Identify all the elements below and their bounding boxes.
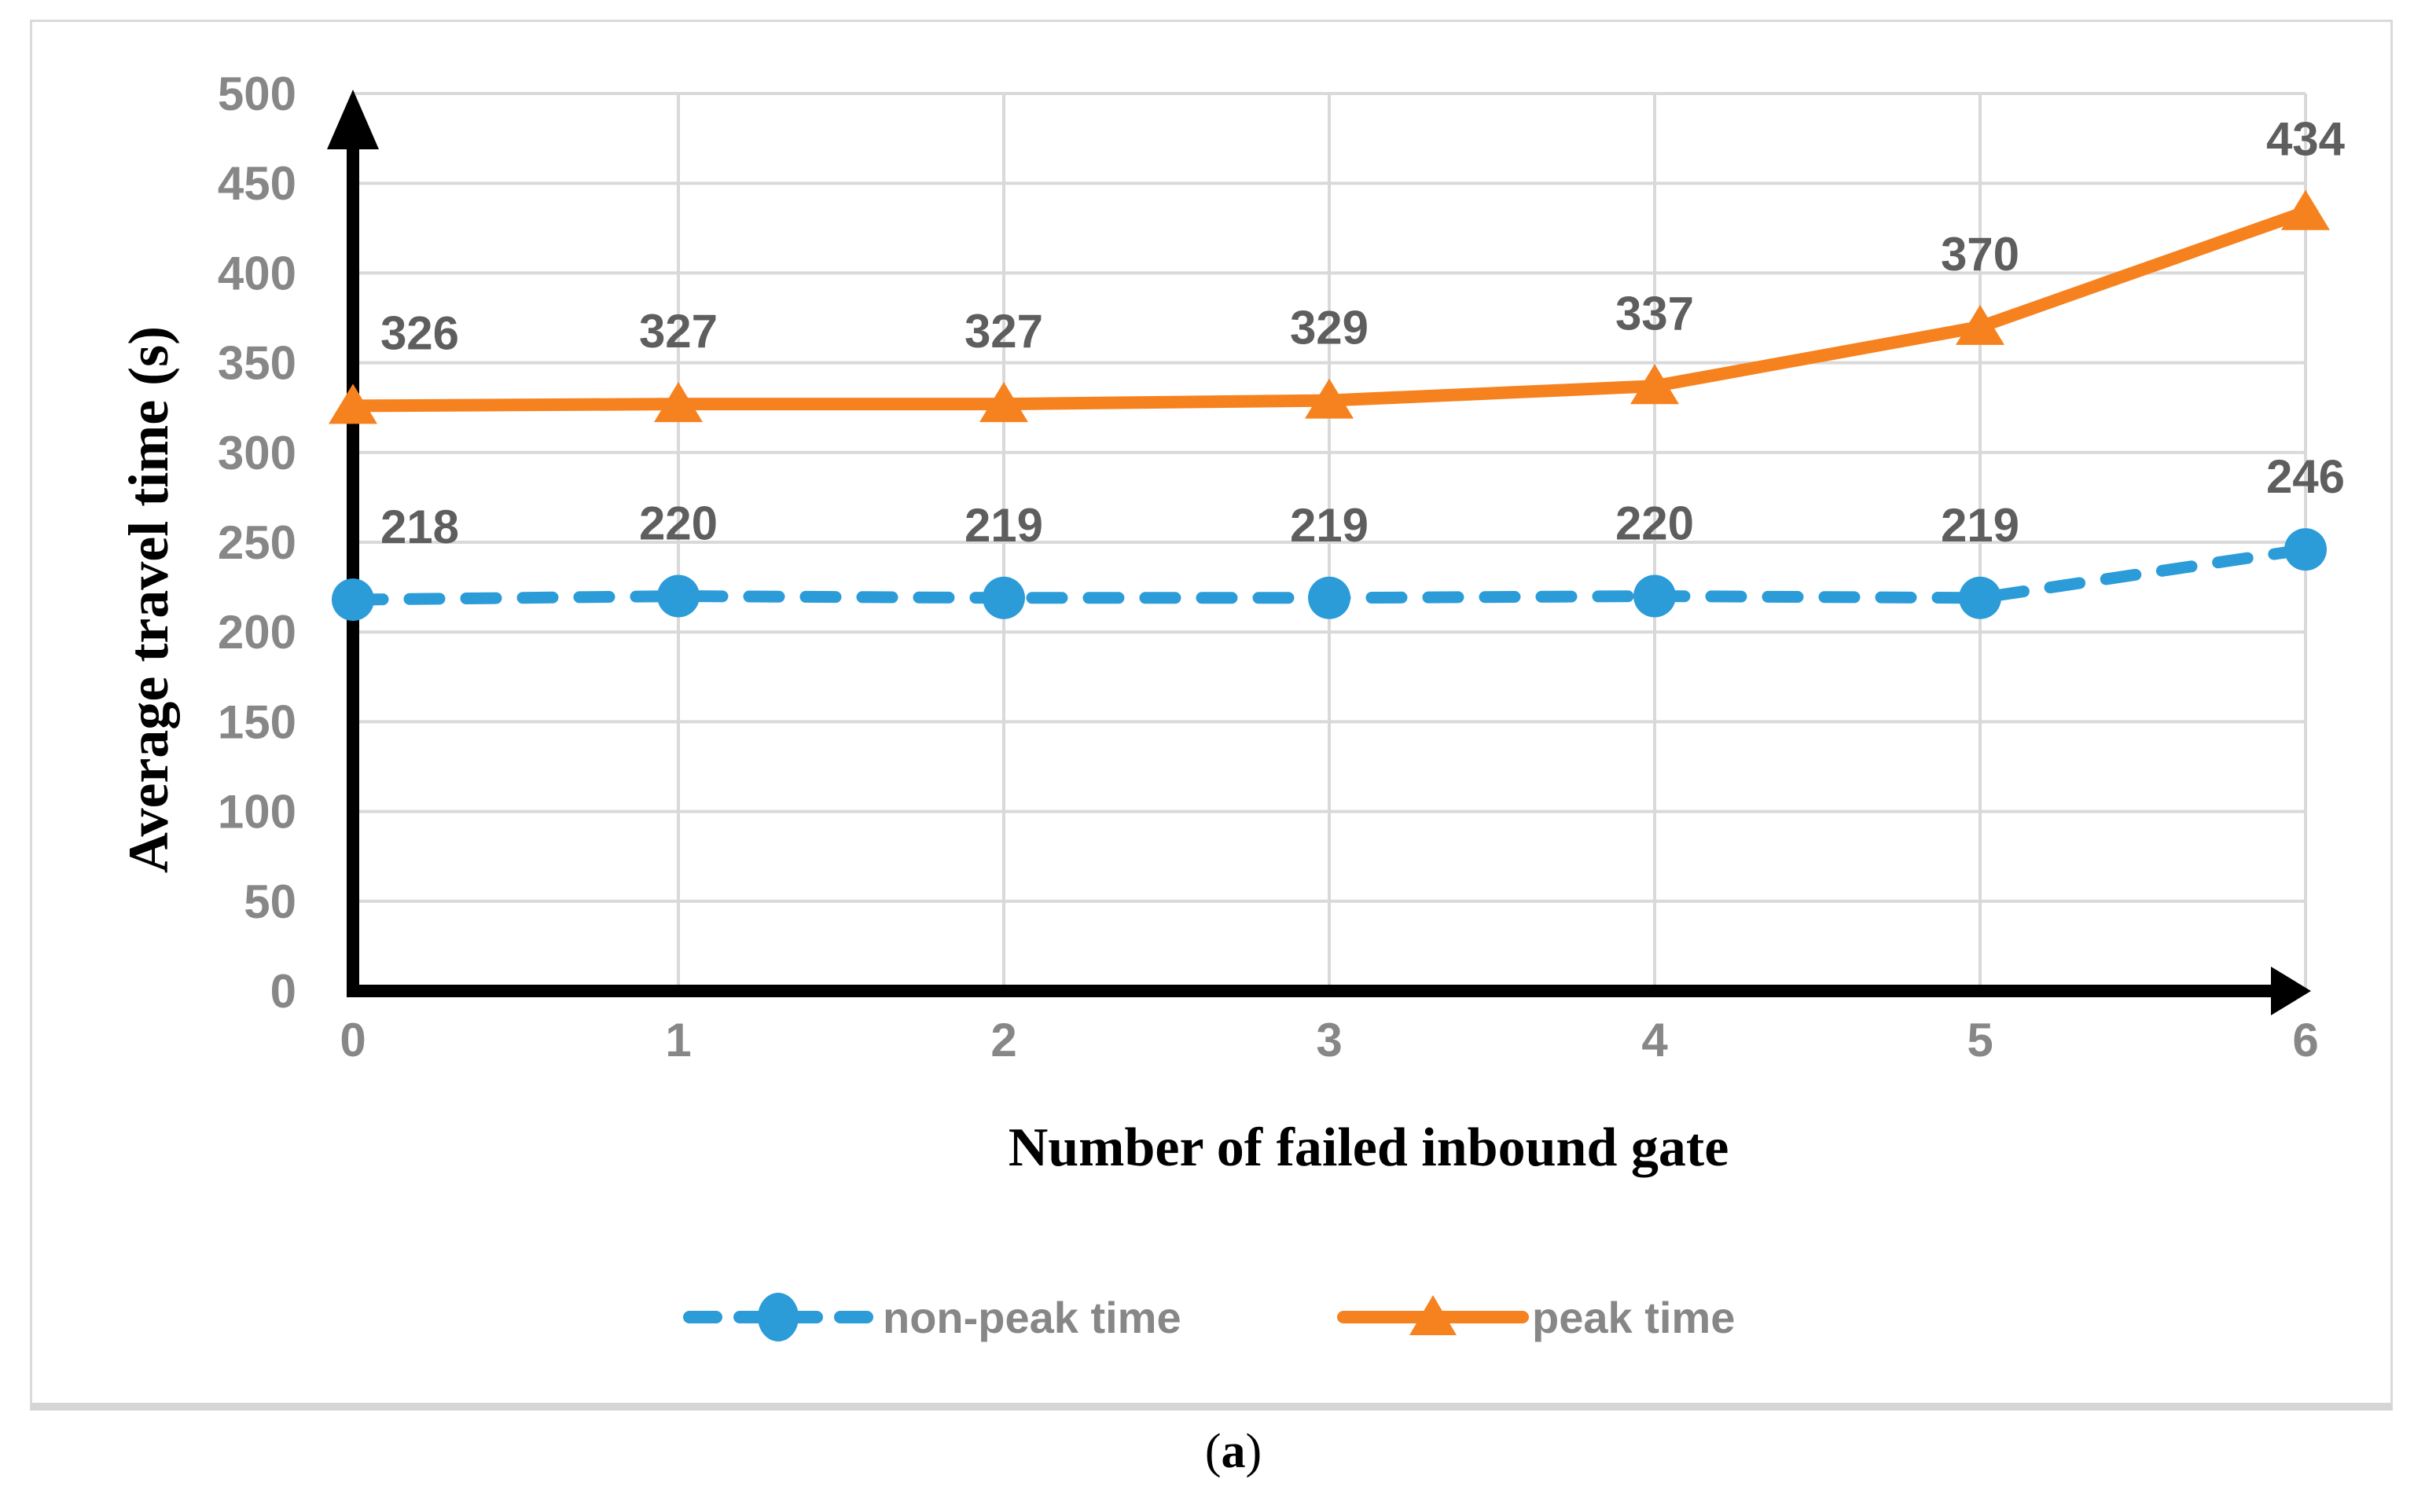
data-label-peak-time: 337 xyxy=(1615,287,1694,339)
marker-triangle-peak-time xyxy=(979,382,1028,423)
y-tick-label: 300 xyxy=(218,427,296,479)
y-tick-label: 350 xyxy=(218,337,296,390)
legend-label-peak-time: peak time xyxy=(1532,1293,1735,1342)
y-axis-title: Average travel time (s) xyxy=(117,326,180,873)
y-tick-label: 100 xyxy=(218,786,296,839)
marker-triangle-peak-time xyxy=(1630,364,1679,405)
x-tick-label: 5 xyxy=(1967,1014,1993,1066)
y-axis-arrow-icon xyxy=(327,90,379,149)
marker-circle-non-peak-time xyxy=(983,576,1025,619)
x-tick-label: 3 xyxy=(1316,1014,1342,1066)
x-tick-label: 4 xyxy=(1641,1014,1668,1066)
x-tick-label: 6 xyxy=(2292,1014,2318,1066)
marker-triangle-peak-time xyxy=(654,382,703,423)
marker-circle-non-peak-time xyxy=(1308,576,1350,619)
data-label-non-peak-time: 246 xyxy=(2266,450,2345,503)
data-label-non-peak-time: 220 xyxy=(1615,497,1694,550)
y-tick-label: 450 xyxy=(218,157,296,210)
marker-circle-non-peak-time xyxy=(657,574,700,618)
data-label-peak-time: 329 xyxy=(1290,302,1369,354)
data-label-non-peak-time: 219 xyxy=(1941,499,2019,552)
x-tick-label: 0 xyxy=(340,1014,366,1066)
y-tick-label: 400 xyxy=(218,247,296,299)
data-label-peak-time: 434 xyxy=(2266,113,2346,166)
marker-triangle-peak-time xyxy=(1956,304,2004,345)
x-axis-arrow-icon xyxy=(2271,967,2311,1015)
data-label-non-peak-time: 219 xyxy=(964,499,1043,552)
marker-triangle-peak-time xyxy=(329,384,377,424)
y-tick-label: 250 xyxy=(218,516,296,569)
legend-marker-triangle-icon xyxy=(1409,1295,1457,1335)
data-label-peak-time: 326 xyxy=(380,306,459,359)
data-label-non-peak-time: 219 xyxy=(1290,499,1369,552)
caption-paren-close: ) xyxy=(1245,1425,1262,1478)
x-axis-title: Number of failed inbound gate xyxy=(1009,1117,1729,1178)
marker-circle-non-peak-time xyxy=(1959,576,2001,619)
marker-circle-non-peak-time xyxy=(1633,574,1676,618)
y-tick-label: 0 xyxy=(270,965,296,1018)
y-tick-label: 500 xyxy=(218,68,296,120)
x-tick-label: 2 xyxy=(990,1014,1016,1066)
marker-triangle-peak-time xyxy=(1305,378,1354,419)
figure-caption: (a) xyxy=(1205,1424,1262,1480)
data-label-peak-time: 327 xyxy=(964,305,1043,358)
data-label-non-peak-time: 220 xyxy=(639,497,718,550)
marker-circle-non-peak-time xyxy=(332,578,374,622)
x-tick-label: 1 xyxy=(665,1014,691,1066)
legend-label-non-peak-time: non-peak time xyxy=(883,1293,1181,1342)
y-tick-label: 150 xyxy=(218,695,296,748)
data-label-peak-time: 370 xyxy=(1941,228,2019,281)
caption-letter: a xyxy=(1221,1425,1246,1478)
caption-paren-open: ( xyxy=(1204,1425,1222,1478)
marker-triangle-peak-time xyxy=(2281,189,2330,230)
marker-circle-non-peak-time xyxy=(2284,528,2327,571)
data-label-non-peak-time: 218 xyxy=(380,501,459,553)
legend-marker-circle-icon xyxy=(758,1293,799,1341)
data-label-peak-time: 327 xyxy=(639,305,718,358)
y-tick-label: 50 xyxy=(244,875,296,928)
chart-area: 218 220 219 219 220 219 246 326 327 327 329 337 370 4… xyxy=(30,20,2393,1411)
y-tick-label: 200 xyxy=(218,606,296,659)
